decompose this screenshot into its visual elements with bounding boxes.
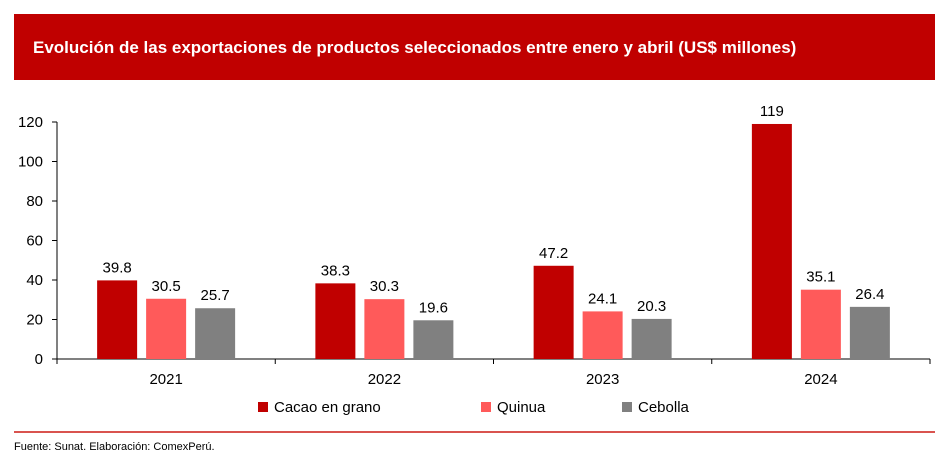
- footer-divider: [14, 431, 935, 433]
- data-label: 30.3: [370, 278, 399, 295]
- bar: [146, 298, 187, 359]
- bar: [849, 306, 890, 359]
- legend-swatch: [481, 402, 491, 412]
- legend-swatch: [258, 402, 268, 412]
- data-label: 19.6: [419, 299, 448, 316]
- x-tick-label: 2022: [368, 371, 401, 388]
- chart-title: Evolución de las exportaciones de produc…: [33, 38, 797, 57]
- data-label: 24.1: [588, 290, 617, 307]
- bar: [533, 265, 574, 359]
- bar: [97, 280, 138, 359]
- data-label: 25.7: [201, 287, 230, 304]
- bar: [315, 283, 356, 359]
- y-tick-label: 0: [35, 351, 43, 368]
- data-label: 38.3: [321, 262, 350, 279]
- bar: [413, 320, 454, 359]
- data-label: 39.8: [103, 259, 132, 276]
- data-label: 26.4: [855, 286, 884, 303]
- y-tick-label: 20: [26, 312, 43, 329]
- x-tick-label: 2023: [586, 371, 619, 388]
- data-label: 30.5: [152, 278, 181, 295]
- y-tick-label: 120: [18, 114, 43, 131]
- legend-swatch: [622, 402, 632, 412]
- y-tick-label: 60: [26, 233, 43, 250]
- title-banner: Evolución de las exportaciones de produc…: [14, 14, 935, 80]
- legend-label: Cebolla: [638, 399, 690, 416]
- legend-label: Quinua: [497, 399, 546, 416]
- bar: [364, 299, 405, 359]
- data-label: 20.3: [637, 298, 666, 315]
- source-note: Fuente: Sunat. Elaboración: ComexPerú.: [14, 441, 215, 453]
- bar: [800, 289, 841, 359]
- x-tick-label: 2024: [804, 371, 837, 388]
- data-label: 35.1: [806, 269, 835, 286]
- bar: [631, 318, 672, 359]
- x-tick-label: 2021: [149, 371, 182, 388]
- bar: [195, 308, 236, 359]
- legend-label: Cacao en grano: [274, 399, 381, 416]
- data-label: 47.2: [539, 245, 568, 262]
- bar: [751, 123, 792, 359]
- y-tick-label: 40: [26, 272, 43, 289]
- bar: [582, 311, 623, 359]
- data-label: 119: [760, 103, 784, 120]
- y-tick-label: 100: [18, 154, 43, 171]
- y-tick-label: 80: [26, 193, 43, 210]
